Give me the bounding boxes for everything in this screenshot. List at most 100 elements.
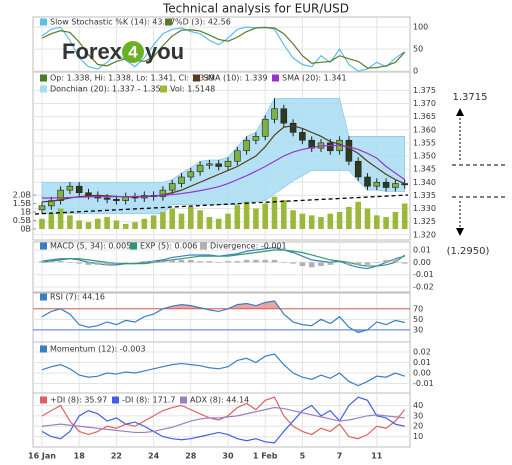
bar	[48, 261, 55, 263]
legend-swatch	[40, 18, 47, 26]
candle-body	[243, 139, 250, 152]
bar	[169, 208, 175, 229]
candle-body	[271, 108, 278, 120]
bar	[234, 205, 241, 229]
bar	[318, 217, 324, 229]
bar	[308, 215, 315, 229]
bar	[281, 200, 287, 229]
bar	[113, 220, 120, 229]
candle-body	[299, 132, 306, 141]
candle-body	[382, 181, 390, 188]
legend-label: EXP (5): 0.006	[140, 242, 197, 251]
legend-swatch	[160, 85, 167, 93]
legend-swatch	[40, 345, 47, 353]
panel	[32, 292, 411, 343]
annotation: (1.2950)	[447, 246, 490, 257]
bar	[299, 213, 306, 229]
bar	[271, 259, 278, 263]
candle-body	[168, 183, 176, 191]
bar	[299, 262, 306, 267]
x-tick-label: 24	[148, 452, 160, 461]
logo-right: you	[145, 39, 184, 64]
bar	[401, 262, 408, 264]
layers: 100 50 0 Slow Stochastic %K (14): 43.97 %D (…	[13, 16, 436, 461]
arrow-head	[456, 108, 464, 116]
x-tick-label: 11	[371, 452, 383, 461]
series-line	[41, 353, 405, 387]
bar	[132, 262, 138, 263]
y-tick-label: 1.375	[413, 86, 436, 95]
candle-body	[364, 176, 371, 187]
candle-body	[289, 122, 297, 133]
bar	[336, 262, 343, 263]
bar	[355, 262, 361, 265]
candle-body	[187, 171, 195, 178]
logo-left: Forex	[62, 39, 123, 64]
panel	[32, 341, 411, 394]
y-tick-label: 50	[413, 315, 423, 324]
bar	[234, 261, 241, 263]
legend-label: Op: 1.338, Hi: 1.338, Lo: 1.341, Cl: 1.3…	[50, 74, 214, 83]
candle-body	[103, 197, 111, 200]
legend-label: +DI (8): 35.97	[50, 396, 107, 405]
channel-band	[41, 97, 406, 215]
bar	[383, 259, 389, 263]
y-tick-label: 0.00	[413, 258, 431, 267]
y-tick-label: 0.01	[413, 358, 431, 367]
bar	[383, 217, 389, 229]
bar	[160, 211, 166, 229]
bar	[364, 262, 371, 265]
bar	[76, 220, 82, 229]
legend-swatch	[40, 85, 47, 93]
bar	[290, 262, 296, 264]
y-tick-label: 0.01	[413, 246, 431, 255]
bar	[76, 262, 82, 264]
y-tick-label: 1.360	[413, 125, 436, 134]
legend-swatch	[200, 242, 207, 250]
legend-label: Momentum (12): -0.003	[50, 345, 146, 354]
legend-label: -DI (8): 171.7	[122, 396, 175, 405]
series-line	[42, 144, 406, 199]
bar	[225, 261, 231, 263]
y-tick-label: -0.01	[413, 379, 434, 388]
y-tick-label: 1.5B	[13, 199, 31, 208]
legend-swatch	[180, 396, 187, 404]
legend-swatch	[130, 242, 137, 250]
y-tick-label: 1.335	[413, 191, 436, 200]
y-tick-label: 1.325	[413, 217, 436, 226]
y-tick-label: 1.340	[413, 178, 436, 187]
bar	[392, 211, 399, 229]
legend-label: ADX (8): 44.14	[190, 396, 249, 405]
bar	[85, 262, 92, 265]
candle-body	[252, 136, 260, 141]
legend-swatch	[40, 396, 47, 404]
bar	[141, 218, 148, 229]
y-tick-label: 30	[413, 325, 423, 334]
legend-swatch	[40, 242, 47, 250]
candle-body	[178, 176, 185, 184]
bar	[122, 262, 129, 263]
bar	[57, 261, 64, 263]
candle-body	[224, 160, 232, 167]
candle-body	[113, 199, 120, 201]
legend-label: RSI (7): 44.16	[50, 293, 105, 302]
y-tick-label: 1.330	[413, 204, 436, 213]
bar	[401, 203, 408, 229]
candle-body	[38, 205, 46, 211]
bar	[271, 196, 278, 229]
legend-swatch	[193, 74, 200, 82]
x-tick-label: 18	[74, 452, 86, 461]
arrow-head	[456, 228, 464, 236]
legend-label: Slow Stochastic %K (14): 43.97	[50, 18, 175, 27]
bar	[308, 262, 315, 268]
y-tick-label: 1.345	[413, 165, 436, 174]
y-tick-label: 0.02	[413, 347, 431, 356]
bar	[113, 262, 120, 264]
y-tick-label: 1.355	[413, 138, 436, 147]
trend-line	[34, 194, 409, 215]
bar	[132, 222, 138, 229]
y-tick-label: 1B	[20, 207, 31, 216]
bar	[67, 215, 73, 229]
